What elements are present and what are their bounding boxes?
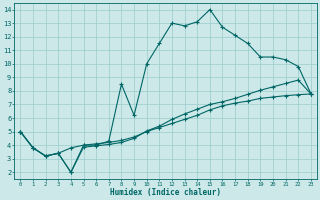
X-axis label: Humidex (Indice chaleur): Humidex (Indice chaleur) (110, 188, 221, 197)
